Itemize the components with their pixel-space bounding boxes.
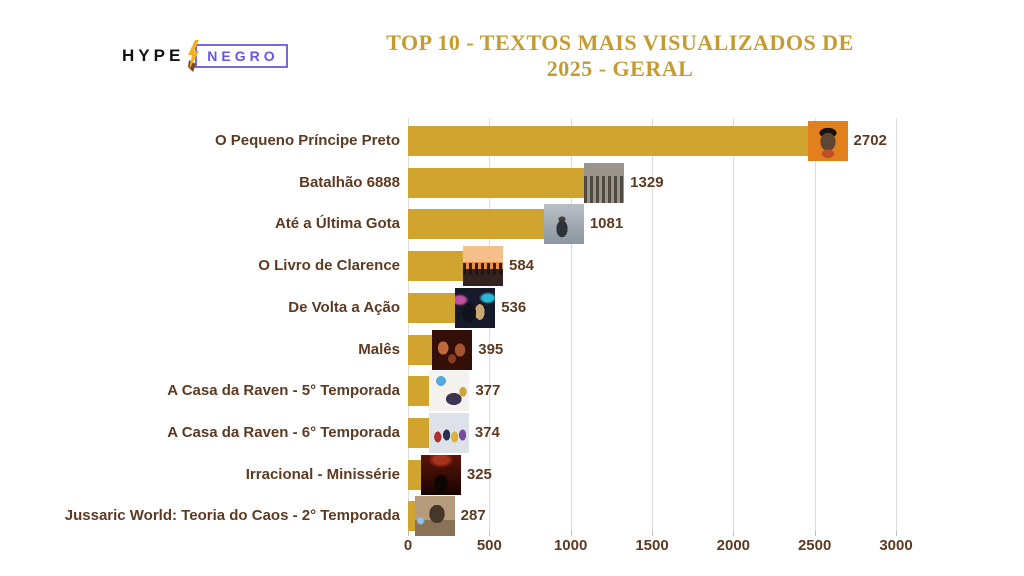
logo-negro-box: NEGRO (195, 44, 288, 68)
x-tick-label-2000: 2000 (716, 537, 751, 554)
value-label: 325 (466, 465, 492, 483)
gridline-0 (408, 118, 409, 531)
thumbnail-a-casa-da-raven-5-temporada (429, 371, 470, 412)
thumbnail-a-casa-da-raven-6-temporada (428, 412, 469, 453)
logo-negro-text: NEGRO (207, 48, 279, 64)
chart-title-line1: TOP 10 - TEXTOS MAIS VISUALIZADOS DE (386, 30, 854, 55)
gridline-1000 (570, 118, 572, 531)
gridline-1500 (652, 118, 653, 531)
x-tick-label-1500: 1500 (635, 537, 669, 554)
value-label: 395 (478, 340, 504, 358)
category-label: Jussaric World: Teoria do Caos - 2° Temp… (64, 507, 400, 525)
tickmark-1000 (570, 531, 572, 536)
tickmark-2000 (733, 531, 735, 536)
value-label: 287 (460, 507, 486, 525)
category-label: A Casa da Raven - 5° Temporada (167, 382, 400, 400)
category-label: A Casa da Raven - 6° Temporada (167, 423, 400, 441)
x-tick-label-2500: 2500 (797, 537, 832, 554)
x-tick-label-0: 0 (403, 537, 413, 554)
thumbnail-ate-a-ultima-gota (543, 204, 584, 245)
value-label: 374 (474, 423, 500, 441)
x-tick-label-1000: 1000 (553, 537, 588, 554)
gridline-2500 (814, 118, 816, 531)
hypenegro-logo: HYPE NEGRO (122, 40, 288, 72)
tickmark-1500 (652, 531, 653, 536)
thumbnail-o-livro-de-clarence (462, 246, 503, 287)
category-label: O Pequeno Príncipe Preto (214, 132, 400, 149)
value-label: 377 (475, 382, 501, 400)
gridline-3000 (896, 118, 897, 531)
category-label: Até a Última Gota (274, 215, 400, 233)
thumbnail-o-pequeno-principe-preto (807, 121, 848, 161)
thumbnail-males (432, 329, 473, 370)
gridline-2000 (733, 118, 735, 531)
logo-hype-text: HYPE (122, 46, 185, 65)
bar-1 (408, 126, 848, 156)
category-label: Irracional - Minissérie (245, 465, 400, 483)
category-label: O Livro de Clarence (258, 257, 400, 275)
thumbnail-irracional-minisserie (420, 454, 461, 495)
x-tick-label-3000: 3000 (879, 537, 913, 554)
thumbnail-de-volta-a-acao (455, 287, 496, 328)
chart-title: TOP 10 - TEXTOS MAIS VISUALIZADOS DE 202… (320, 30, 920, 82)
tickmark-3000 (896, 531, 897, 536)
lightning-bolt-icon (186, 40, 202, 72)
category-label: Malês (358, 340, 400, 358)
value-label: 1081 (589, 215, 624, 233)
chart-title-line2: 2025 - GERAL (546, 56, 694, 81)
value-label: 584 (508, 257, 535, 275)
category-label: De Volta a Ação (288, 298, 400, 316)
value-label: 536 (501, 298, 527, 316)
tickmark-0 (408, 531, 409, 536)
thumbnail-jussaric-world-teoria-do-caos-2-temporada (414, 496, 455, 537)
tickmark-2500 (814, 531, 816, 536)
thumbnail-batalhao-6888 (584, 162, 625, 203)
x-tick-label-500: 500 (476, 537, 502, 554)
tickmark-500 (489, 531, 491, 536)
category-label: Batalhão 6888 (299, 173, 400, 191)
value-label: 2702 (853, 132, 887, 149)
value-label: 1329 (630, 173, 664, 191)
